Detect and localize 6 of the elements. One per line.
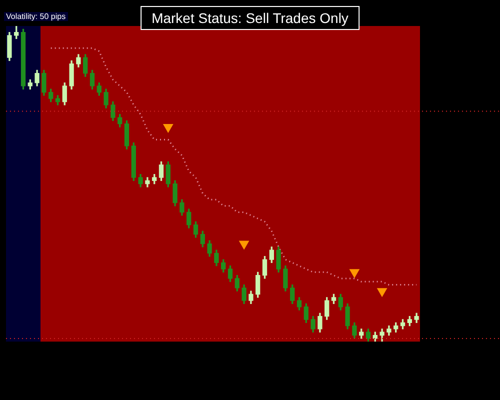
- point: [377, 288, 387, 297]
- text: Volatility: 50 pips: [4, 12, 68, 21]
- point: [163, 124, 173, 132]
- point: [239, 240, 249, 250]
- point: [350, 269, 360, 278]
- chart-title: Market Status: Sell Trades Only: [140, 6, 360, 30]
